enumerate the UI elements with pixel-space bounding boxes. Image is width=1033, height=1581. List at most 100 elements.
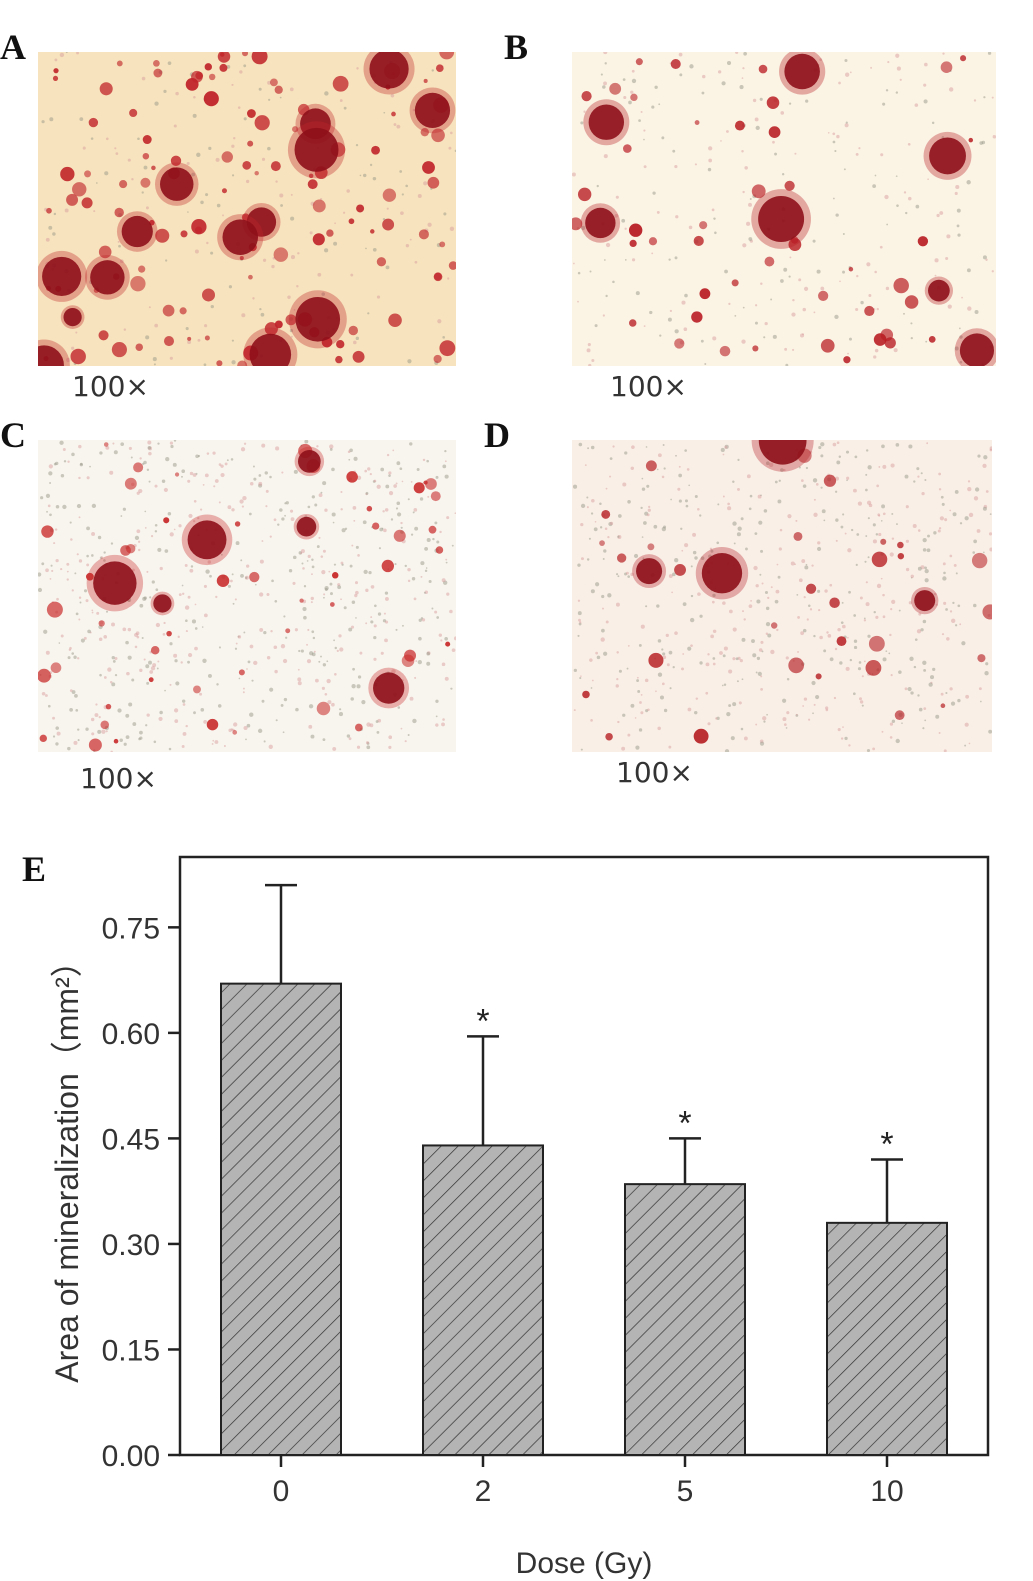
micrograph-speck — [292, 555, 297, 560]
micrograph-speck — [369, 723, 374, 728]
micrograph-nodule — [180, 230, 188, 238]
micrograph-mineral-nodule — [758, 440, 807, 465]
micrograph-speck — [577, 634, 580, 637]
micrograph-speck — [699, 614, 703, 618]
micrograph-speck — [105, 445, 110, 450]
micrograph-speck — [103, 676, 107, 679]
micrograph-speck — [835, 213, 839, 217]
micrograph-speck — [624, 259, 627, 261]
micrograph-speck — [640, 624, 645, 629]
micrograph-speck — [178, 593, 182, 597]
micrograph-speck — [965, 694, 970, 699]
micrograph-speck — [663, 708, 668, 713]
micrograph-speck — [909, 656, 914, 661]
micrograph-speck — [686, 468, 690, 471]
micrograph-speck — [281, 471, 284, 474]
micrograph-speck — [856, 533, 860, 536]
micrograph-speck — [678, 473, 682, 478]
micrograph-nodule — [770, 622, 778, 629]
micrograph-nodule — [232, 730, 238, 735]
micrograph-speck — [380, 467, 385, 472]
micrograph-speck — [967, 486, 972, 492]
micrograph-speck — [365, 741, 369, 745]
micrograph-speck — [895, 175, 898, 177]
micrograph-speck — [631, 78, 637, 84]
micrograph-speck — [326, 678, 331, 684]
micrograph-nodule — [50, 662, 62, 674]
micrograph-speck — [91, 611, 94, 614]
micrograph-speck — [732, 627, 737, 632]
micrograph-speck — [297, 668, 300, 671]
micrograph-nodule — [420, 127, 429, 137]
micrograph-speck — [304, 440, 309, 444]
micrograph-speck — [132, 722, 137, 726]
micrograph-speck — [269, 475, 272, 479]
micrograph-speck — [349, 564, 353, 568]
micrograph-speck — [182, 732, 187, 736]
micrograph-nodule — [758, 64, 768, 74]
micrograph-speck — [321, 686, 325, 690]
micrograph-speck — [78, 516, 81, 519]
micrograph-speck — [834, 150, 837, 153]
micrograph-speck — [605, 242, 611, 248]
micrograph-speck — [920, 472, 923, 475]
micrograph-speck — [603, 154, 608, 159]
micrograph-nodule — [85, 572, 94, 581]
micrograph-speck — [964, 722, 969, 727]
micrograph-speck — [630, 90, 634, 94]
micrograph-speck — [74, 693, 78, 698]
micrograph-speck — [400, 727, 403, 730]
micrograph-mineral-nodule — [929, 137, 966, 175]
micrograph-speck — [382, 218, 386, 221]
micrograph-speck — [643, 138, 645, 141]
micrograph-nodule — [897, 552, 905, 560]
micrograph-nodule — [201, 288, 216, 302]
micrograph-nodule — [41, 525, 54, 538]
micrograph-nodule — [784, 180, 795, 191]
micrograph-nodule — [928, 335, 936, 343]
micrograph-speck — [125, 713, 130, 718]
micrograph-speck — [788, 275, 791, 278]
micrograph-speck — [765, 606, 770, 611]
micrograph-speck — [726, 61, 732, 66]
micrograph-speck — [203, 613, 208, 618]
micrograph-nodule — [897, 541, 904, 549]
micrograph-speck — [224, 462, 228, 466]
micrograph-speck — [443, 212, 447, 216]
micrograph-speck — [324, 248, 329, 253]
micrograph-speck — [580, 748, 583, 751]
micrograph-speck — [103, 559, 106, 562]
micrograph-speck — [785, 727, 788, 729]
micrograph-nodule — [179, 307, 187, 315]
micrograph-speck — [365, 588, 369, 593]
micrograph-nodule — [694, 120, 700, 125]
micrograph-speck — [924, 566, 927, 570]
micrograph-speck — [78, 476, 81, 480]
micrograph-speck — [265, 505, 268, 508]
micrograph-nodule — [142, 135, 152, 145]
micrograph-speck — [742, 306, 745, 309]
micrograph-speck — [322, 663, 327, 667]
micrograph-nodule — [829, 597, 840, 608]
micrograph-speck — [220, 472, 225, 478]
micrograph-speck — [728, 704, 732, 708]
micrograph-speck — [841, 601, 844, 604]
micrograph-speck — [80, 462, 83, 466]
micrograph-speck — [657, 639, 662, 643]
micrograph-speck — [690, 565, 693, 568]
micrograph-speck — [154, 101, 159, 106]
micrograph-speck — [168, 747, 172, 751]
micrograph-speck — [923, 668, 927, 672]
micrograph-speck — [249, 712, 254, 717]
micrograph-speck — [638, 119, 641, 122]
micrograph-speck — [197, 517, 200, 520]
micrograph-speck — [599, 526, 603, 529]
micrograph-speck — [684, 449, 687, 452]
micrograph-speck — [812, 712, 814, 715]
micrograph-speck — [602, 557, 605, 560]
micrograph-speck — [367, 467, 371, 471]
micrograph-speck — [876, 307, 879, 311]
micrograph-speck — [231, 83, 234, 86]
micrograph-speck — [913, 480, 916, 483]
micrograph-speck — [652, 191, 656, 195]
